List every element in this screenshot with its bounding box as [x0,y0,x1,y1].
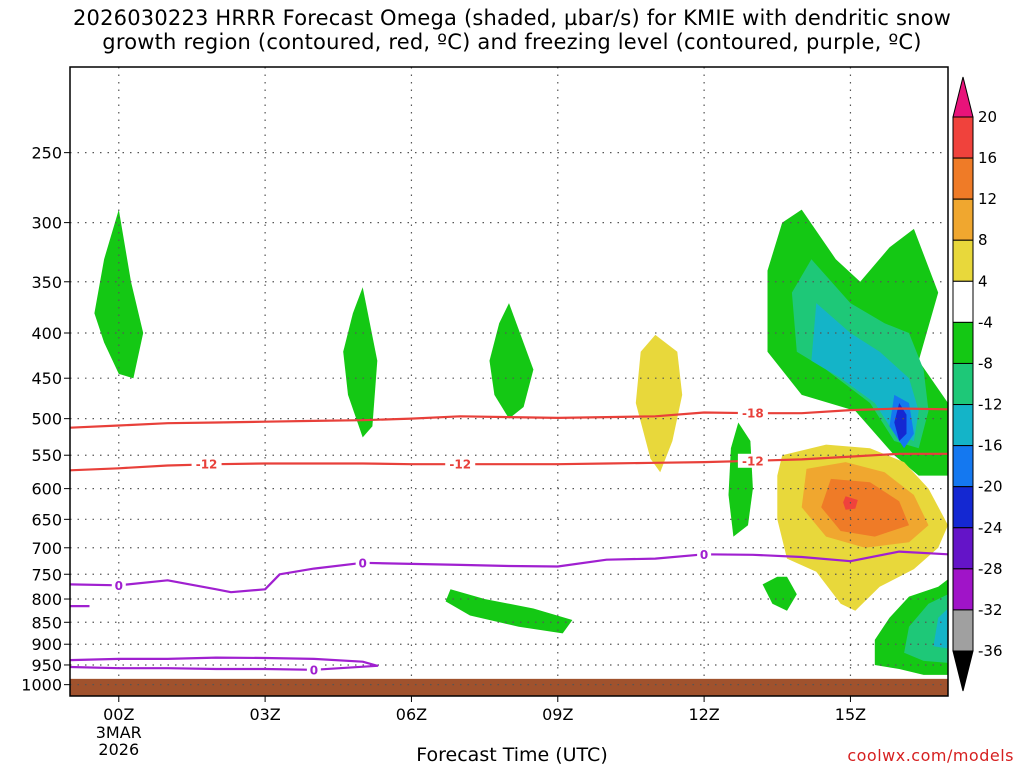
omega-region-0 [94,209,144,379]
contour-label-bg [737,453,768,468]
contour-label: 0 [358,556,366,570]
y-tick-label: 650 [31,510,62,529]
colorbar-label: 12 [978,190,997,208]
x-axis-label: Forecast Time (UTC) [416,744,608,766]
chart-title-line-2: growth region (contoured, red, ºC) and f… [102,30,922,54]
colorbar-segment-12 [952,609,974,652]
colorbar-label: -20 [978,478,1003,496]
y-tick-label: 900 [31,635,62,654]
y-tick-label: 350 [31,273,62,292]
colorbar-label: -12 [978,396,1003,414]
contour-label-bg [306,662,321,677]
x-tick-label: 03Z [249,705,280,724]
contour-label: 0 [700,548,708,562]
contour-label-bg [737,406,768,421]
plot-frame [69,66,949,697]
omega-region-3 [635,334,683,473]
x-tick-label: 09Z [542,705,573,724]
y-tick-label: 500 [31,410,62,429]
colorbar-segment-11 [952,568,974,611]
colorbar-segment-0 [952,116,974,159]
colorbar-segment-4 [952,280,974,323]
contour-label: 0 [115,579,123,593]
omega-region-5 [762,576,797,611]
omega-region-1 [343,287,378,438]
colorbar-segment-9 [952,486,974,529]
y-tick-label: 300 [31,214,62,233]
contour-label-bg [111,578,126,593]
x-tick-label: 12Z [688,705,719,724]
colorbar-label: 20 [978,108,997,126]
contour-label-bg [445,457,476,472]
contour-label-bg [355,555,370,570]
ground-fill [70,678,948,696]
contour-label: -12 [196,458,218,472]
colorbar-segment-10 [952,527,974,570]
x-tick-label: 15Z [835,705,866,724]
colorbar-label: -28 [978,560,1003,578]
contour-line-3 [70,656,379,671]
y-tick-label: 600 [31,480,62,499]
colorbar-segment-1 [952,157,974,200]
colorbar-segment-6 [952,362,974,406]
x-date-label: 3MAR [96,723,142,742]
colorbar-segment-8 [952,445,974,488]
y-tick-label: 850 [31,613,62,632]
contour-label: -18 [742,407,764,421]
colorbar-segment-7 [952,404,974,447]
contour-label: -12 [449,458,471,472]
colorbar-label: -36 [978,642,1003,660]
y-tick-label: 750 [31,565,62,584]
colorbar-segment-3 [952,239,974,282]
colorbar-label: -24 [978,519,1003,537]
colorbar: 20 16 12 8 4 -4 -8 -12 -16 -20 -24 -28 -32 -36 [952,76,1003,692]
y-tick-label: 450 [31,369,62,388]
x-tick-label: 06Z [396,705,427,724]
contour-label-bg [697,547,712,562]
colorbar-segment-5 [952,321,974,364]
omega-region-14 [821,478,909,537]
omega-region-6 [445,589,573,634]
contour-label: 0 [310,663,318,677]
colorbar-label: -4 [978,313,993,331]
contour-line-0 [70,407,948,429]
y-tick-label: 400 [31,324,62,343]
colorbar-label: -32 [978,601,1003,619]
credit-text[interactable]: coolwx.com/models [847,746,1014,765]
colorbar-label: 4 [978,272,988,290]
y-tick-label: 800 [31,590,62,609]
colorbar-top-arrow [952,76,974,118]
contour-label-bg [191,457,222,472]
colorbar-label: -8 [978,354,993,372]
colorbar-label: -16 [978,437,1003,455]
contour-label: -12 [742,454,764,468]
omega-region-2 [489,303,534,419]
chart-title-line-1: 2026030223 HRRR Forecast Omega (shaded, … [72,6,952,30]
chart-title: 2026030223 HRRR Forecast Omega (shaded, … [0,6,1024,54]
omega-region-9 [811,303,919,441]
x-date-label: 2026 [98,740,139,759]
colorbar-segment-2 [952,198,974,241]
colorbar-bottom-arrow [952,650,974,692]
omega-region-4 [728,422,753,537]
omega-region-11 [894,403,907,441]
y-tick-label: 250 [31,144,62,163]
y-tick-label: 700 [31,539,62,558]
plot-area: -18 -12 -12 -12 0 0 0 0 [70,67,948,696]
colorbar-label: 16 [978,149,997,167]
omega-region-18 [933,608,948,649]
contour-line-2 [70,550,948,594]
x-tick-label: 00Z [103,705,134,724]
y-tick-label: 1000 [21,676,62,695]
y-tick-label: 550 [31,446,62,465]
y-tick-label: 950 [31,656,62,675]
colorbar-label: 8 [978,231,988,249]
